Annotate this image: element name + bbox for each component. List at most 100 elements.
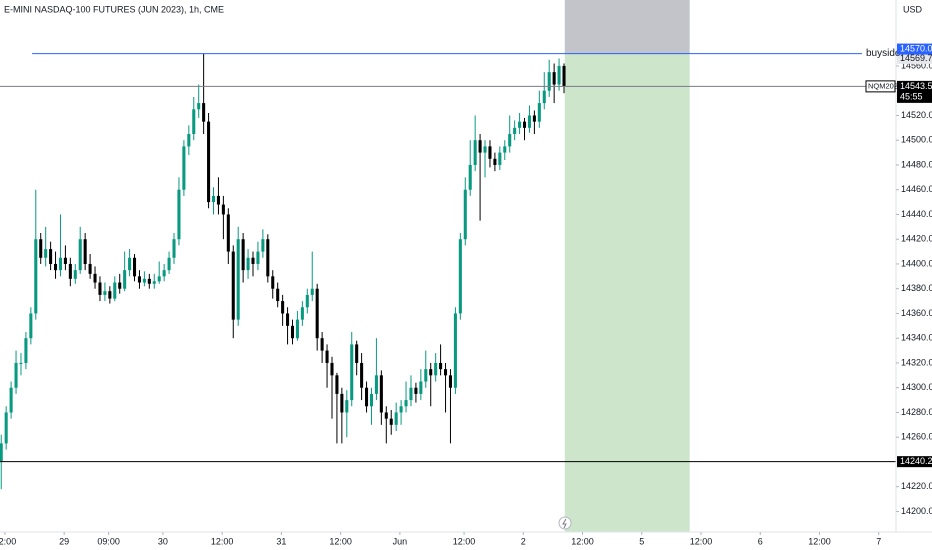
candle-body — [103, 291, 107, 295]
y-tick-label: 14480.00 — [901, 159, 932, 169]
y-tick-label: 14260.00 — [901, 432, 932, 442]
x-tick-label: 30 — [158, 536, 168, 546]
candle-body — [202, 103, 206, 122]
x-tick-label: 6 — [758, 536, 763, 546]
x-tick-label: 31 — [276, 536, 286, 546]
candle-body — [453, 313, 457, 388]
y-tick-label: 14280.00 — [901, 407, 932, 417]
candle-body — [394, 412, 398, 425]
candle-body — [399, 406, 403, 413]
candle-body — [207, 121, 211, 203]
candle-body — [458, 239, 462, 314]
candle-body — [295, 319, 299, 339]
candle-body — [68, 263, 72, 279]
y-tick-label: 14300.00 — [901, 382, 932, 392]
candle-body — [305, 294, 309, 308]
replay-icon[interactable] — [558, 516, 572, 530]
y-tick-label: 14500.00 — [901, 135, 932, 145]
candle-body — [493, 158, 497, 165]
candle-body — [369, 393, 374, 407]
candle-body — [483, 146, 487, 153]
candle-body — [34, 239, 38, 314]
candle-body — [286, 313, 290, 326]
candle-body — [557, 65, 561, 85]
candle-body — [508, 134, 512, 147]
candle-body — [49, 249, 53, 264]
y-tick-label: 14380.00 — [901, 283, 932, 293]
candle-body — [236, 239, 240, 320]
price-label-box — [897, 80, 932, 103]
candle-body — [503, 146, 507, 153]
candle-body — [330, 362, 334, 376]
entry-price-box — [897, 52, 932, 64]
candle-body — [63, 257, 67, 264]
candle-body — [384, 412, 388, 419]
entry-price-label: 14569.75 — [900, 53, 932, 63]
candle-body — [355, 344, 359, 363]
x-tick-label: 12:00 — [0, 536, 16, 546]
candle-body — [14, 362, 18, 388]
candle-body — [389, 418, 393, 425]
candle-body — [552, 72, 556, 85]
candle-body — [478, 140, 482, 153]
candle-body — [290, 325, 295, 339]
candle-body — [513, 127, 517, 135]
candle-body — [197, 103, 201, 110]
y-tick-label: 14460.00 — [901, 184, 932, 194]
candle-body — [251, 257, 255, 264]
candle-body — [532, 115, 536, 122]
candle-body — [463, 189, 467, 240]
candle-body — [78, 239, 82, 271]
candle-body — [522, 121, 527, 128]
candle-body — [167, 257, 171, 271]
candle-body — [142, 278, 146, 283]
candle-body — [29, 313, 33, 339]
candle-body — [152, 281, 156, 284]
candle-body — [98, 282, 102, 295]
candle-body — [19, 362, 23, 364]
x-tick-label: 5 — [639, 536, 644, 546]
candle-body — [276, 288, 280, 302]
currency: USD — [903, 4, 923, 14]
candle-body — [231, 251, 235, 320]
candle-body — [271, 276, 275, 289]
y-tick-label: 14320.00 — [901, 357, 932, 367]
candle-body — [113, 282, 117, 299]
symbol-label: NQM2023 — [868, 81, 902, 90]
y-tick-label: 14200.00 — [901, 506, 932, 516]
candle-body — [542, 90, 546, 104]
x-tick-label: 09:00 — [97, 536, 120, 546]
candle-body — [414, 387, 418, 394]
price-label-box — [897, 43, 932, 55]
price-label-box — [897, 456, 932, 468]
candle-body — [44, 249, 48, 258]
candle-body — [527, 115, 531, 128]
candle-body — [108, 291, 112, 299]
x-tick-label: 12:00 — [453, 536, 476, 546]
candle-body — [434, 362, 438, 376]
candle-body — [182, 146, 186, 190]
candle-body — [473, 140, 477, 165]
position-target-zone — [564, 53, 690, 532]
candle-body — [444, 369, 448, 376]
candle-body — [137, 276, 141, 283]
candle-body — [9, 387, 13, 413]
candle-body — [261, 239, 265, 252]
candle-body — [365, 387, 369, 407]
candle-body — [350, 344, 354, 401]
candle-body — [123, 270, 127, 289]
candle-body — [315, 288, 319, 339]
candle-body — [246, 257, 250, 271]
y-tick-label: 14360.00 — [901, 308, 932, 318]
candle-body — [498, 152, 502, 165]
price-line-name: buyside — [866, 48, 901, 59]
candle-body — [518, 121, 522, 128]
candle-body — [379, 375, 383, 413]
candle-body — [58, 257, 63, 271]
candle-body — [439, 362, 443, 370]
candle-body — [187, 134, 191, 147]
y-tick-label: 14340.00 — [901, 333, 932, 343]
candle-body — [132, 257, 137, 277]
